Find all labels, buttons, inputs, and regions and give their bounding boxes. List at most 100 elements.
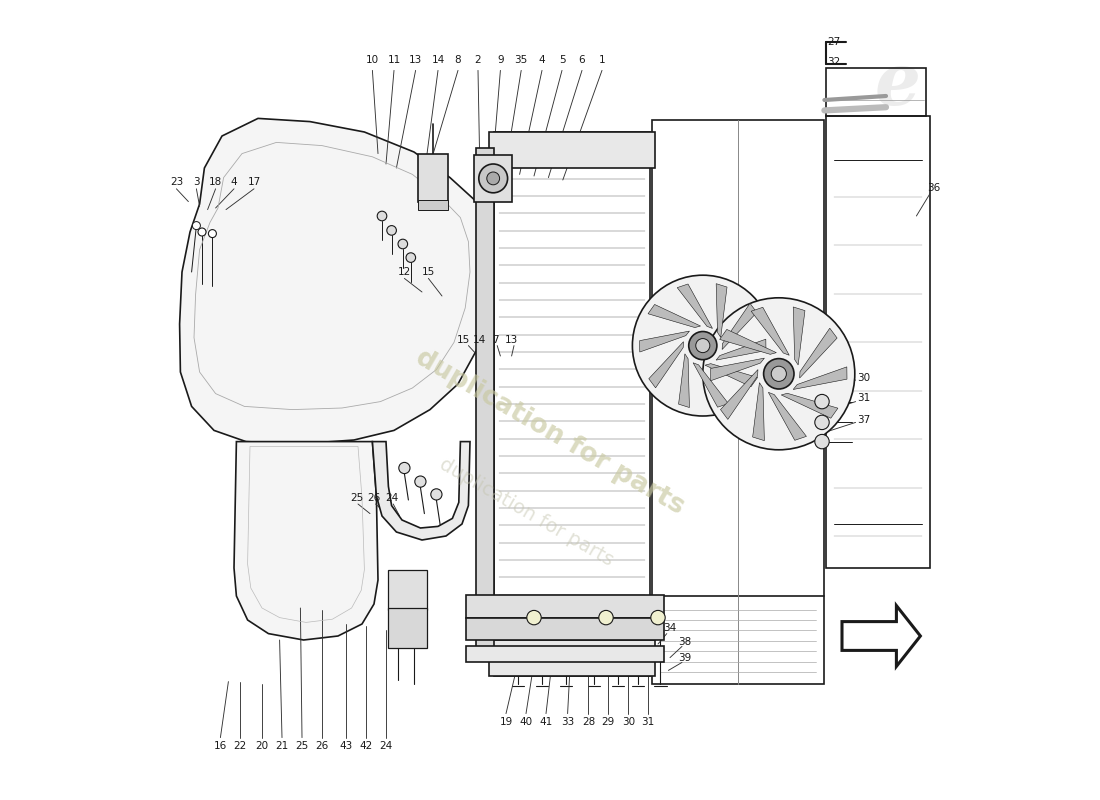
Text: 2: 2 — [475, 55, 482, 65]
Text: 24: 24 — [385, 493, 398, 502]
Polygon shape — [716, 339, 766, 360]
Circle shape — [398, 239, 408, 249]
Text: 32: 32 — [827, 58, 840, 67]
Polygon shape — [693, 362, 728, 407]
Bar — [466, 618, 664, 640]
Polygon shape — [648, 305, 701, 327]
Text: 15: 15 — [421, 267, 434, 277]
Text: 7: 7 — [493, 335, 499, 345]
Circle shape — [696, 338, 710, 353]
Circle shape — [815, 415, 829, 430]
Polygon shape — [842, 606, 921, 666]
Circle shape — [208, 230, 217, 238]
Bar — [652, 120, 824, 684]
Text: 36: 36 — [927, 183, 940, 193]
Text: 14: 14 — [431, 55, 444, 65]
Text: 18: 18 — [209, 178, 222, 187]
Polygon shape — [752, 382, 764, 441]
Text: 31: 31 — [857, 394, 870, 403]
Circle shape — [192, 222, 200, 230]
Polygon shape — [705, 364, 758, 386]
Circle shape — [771, 366, 786, 382]
Bar — [494, 132, 650, 676]
Polygon shape — [768, 392, 806, 440]
Text: 21: 21 — [275, 741, 288, 750]
Text: 35: 35 — [515, 55, 528, 65]
Text: 31: 31 — [641, 717, 654, 726]
Circle shape — [527, 610, 541, 625]
Circle shape — [632, 275, 773, 416]
Polygon shape — [639, 331, 690, 352]
Circle shape — [815, 394, 829, 409]
Circle shape — [651, 610, 666, 625]
Text: 14: 14 — [473, 335, 486, 345]
Circle shape — [431, 489, 442, 500]
Circle shape — [387, 226, 396, 235]
Text: 19: 19 — [499, 717, 513, 726]
Bar — [474, 155, 513, 202]
Text: 13: 13 — [505, 335, 518, 345]
Text: duplication for parts: duplication for parts — [436, 454, 616, 570]
Bar — [490, 132, 654, 168]
Polygon shape — [234, 442, 378, 640]
Bar — [388, 608, 427, 648]
Text: 26: 26 — [367, 493, 381, 502]
Bar — [418, 154, 449, 202]
Text: 1: 1 — [598, 55, 605, 65]
Bar — [418, 200, 449, 210]
Polygon shape — [179, 118, 490, 444]
Text: 15: 15 — [456, 335, 470, 345]
Polygon shape — [679, 354, 690, 407]
Text: 6: 6 — [579, 55, 585, 65]
Text: 33: 33 — [561, 717, 574, 726]
Circle shape — [763, 358, 794, 389]
Text: 3: 3 — [194, 178, 200, 187]
Text: 28: 28 — [582, 717, 595, 726]
Text: 23: 23 — [169, 178, 183, 187]
Text: 22: 22 — [233, 741, 246, 750]
Text: duplication for parts: duplication for parts — [411, 344, 689, 520]
Text: 42: 42 — [360, 741, 373, 750]
Polygon shape — [722, 303, 757, 350]
Circle shape — [399, 462, 410, 474]
Polygon shape — [793, 367, 847, 390]
Circle shape — [415, 476, 426, 487]
Circle shape — [703, 298, 855, 450]
Polygon shape — [711, 358, 764, 381]
Text: 13: 13 — [409, 55, 422, 65]
Text: 25: 25 — [296, 741, 309, 750]
Polygon shape — [793, 307, 805, 365]
Bar — [388, 570, 427, 610]
Text: 4: 4 — [231, 178, 238, 187]
Polygon shape — [720, 370, 758, 419]
Text: 5: 5 — [559, 55, 565, 65]
Bar — [466, 595, 664, 618]
Text: 11: 11 — [387, 55, 400, 65]
Text: 26: 26 — [316, 741, 329, 750]
Polygon shape — [781, 394, 838, 418]
Text: 25: 25 — [350, 493, 363, 502]
Text: 30: 30 — [621, 717, 635, 726]
Text: 17: 17 — [248, 178, 261, 187]
Text: 37: 37 — [857, 415, 870, 425]
Text: 12: 12 — [398, 267, 411, 277]
Circle shape — [406, 253, 416, 262]
Text: 40: 40 — [519, 717, 532, 726]
Text: 16: 16 — [213, 741, 227, 750]
Circle shape — [689, 331, 717, 360]
Text: 20: 20 — [255, 741, 268, 750]
Circle shape — [478, 164, 507, 193]
Text: 10: 10 — [366, 55, 379, 65]
Bar — [826, 68, 926, 116]
Text: 43: 43 — [340, 741, 353, 750]
Text: 34: 34 — [663, 623, 676, 633]
Polygon shape — [800, 328, 837, 378]
Bar — [466, 646, 664, 662]
Text: 29: 29 — [601, 717, 614, 726]
Text: 39: 39 — [678, 653, 691, 662]
Bar — [490, 640, 654, 676]
Circle shape — [815, 434, 829, 449]
Circle shape — [487, 172, 499, 185]
Bar — [826, 116, 930, 568]
Text: 9: 9 — [497, 55, 504, 65]
